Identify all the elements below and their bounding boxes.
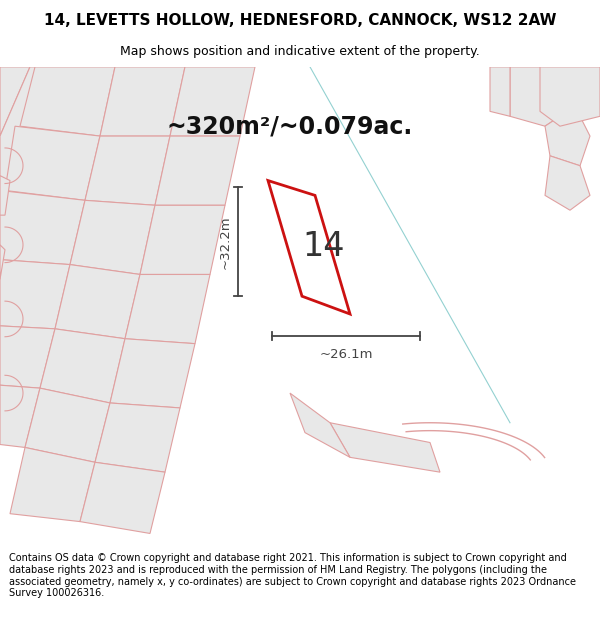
Text: Contains OS data © Crown copyright and database right 2021. This information is : Contains OS data © Crown copyright and d… (9, 554, 576, 598)
Polygon shape (125, 274, 210, 344)
Polygon shape (0, 326, 55, 388)
Polygon shape (55, 264, 140, 339)
Polygon shape (0, 191, 85, 264)
Polygon shape (0, 67, 30, 136)
Polygon shape (10, 448, 95, 522)
Polygon shape (80, 462, 165, 534)
Text: ~26.1m: ~26.1m (319, 348, 373, 361)
Polygon shape (140, 205, 225, 274)
Polygon shape (0, 176, 10, 215)
Text: 14, LEVETTS HOLLOW, HEDNESFORD, CANNOCK, WS12 2AW: 14, LEVETTS HOLLOW, HEDNESFORD, CANNOCK,… (44, 13, 556, 28)
Polygon shape (490, 67, 510, 116)
Polygon shape (268, 181, 350, 314)
Polygon shape (0, 385, 40, 448)
Polygon shape (0, 67, 55, 205)
Polygon shape (540, 67, 600, 126)
Polygon shape (510, 67, 575, 126)
Polygon shape (85, 136, 170, 205)
Polygon shape (110, 339, 195, 408)
Text: ~320m²/~0.079ac.: ~320m²/~0.079ac. (167, 114, 413, 138)
Polygon shape (70, 201, 155, 274)
Polygon shape (40, 329, 125, 403)
Polygon shape (5, 126, 100, 201)
Polygon shape (0, 245, 5, 279)
Polygon shape (25, 388, 110, 462)
Text: 14: 14 (302, 230, 345, 263)
Polygon shape (20, 67, 115, 136)
Polygon shape (545, 106, 590, 166)
Polygon shape (95, 403, 180, 472)
Polygon shape (290, 393, 350, 458)
Polygon shape (100, 67, 185, 136)
Polygon shape (560, 67, 600, 92)
Polygon shape (330, 422, 440, 472)
Text: Map shows position and indicative extent of the property.: Map shows position and indicative extent… (120, 46, 480, 59)
Polygon shape (170, 67, 255, 136)
Polygon shape (545, 156, 590, 210)
Text: ~32.2m: ~32.2m (219, 215, 232, 269)
Polygon shape (0, 259, 70, 329)
Polygon shape (155, 136, 240, 205)
